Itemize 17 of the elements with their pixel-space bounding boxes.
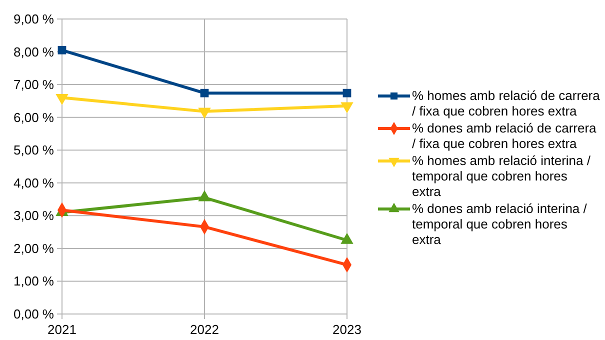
y-tick-label: 1,00 % [14,274,54,289]
legend-label: % dones amb relació de carrera / fixa que cobren hores extra [412,120,598,151]
y-tick-label: 3,00 % [14,208,54,224]
y-tick-label: 0,00 % [14,306,54,322]
y-tick-label: 2,00 % [14,240,54,256]
legend-label: % homes amb relació interina / temporal que cobren hores extra [412,153,591,199]
y-tick-label: 4,00 % [14,175,54,190]
x-tick-label: 2022 [190,322,219,337]
x-tick-label: 2021 [48,322,76,337]
y-tick-label: 8,00 % [14,44,54,60]
legend-label: % dones amb relació interina / temporal que cobren hores extra [412,201,588,247]
y-tick-label: 6,00 % [14,110,54,125]
x-tick-label: 2023 [332,322,362,337]
y-tick-label: 9,00 % [14,12,54,26]
legend-label: % homes amb relació de carrera / fixa que cobren hores extra [412,88,601,118]
y-tick-label: 5,00 % [14,142,54,158]
y-tick-label: 7,00 % [14,77,54,92]
